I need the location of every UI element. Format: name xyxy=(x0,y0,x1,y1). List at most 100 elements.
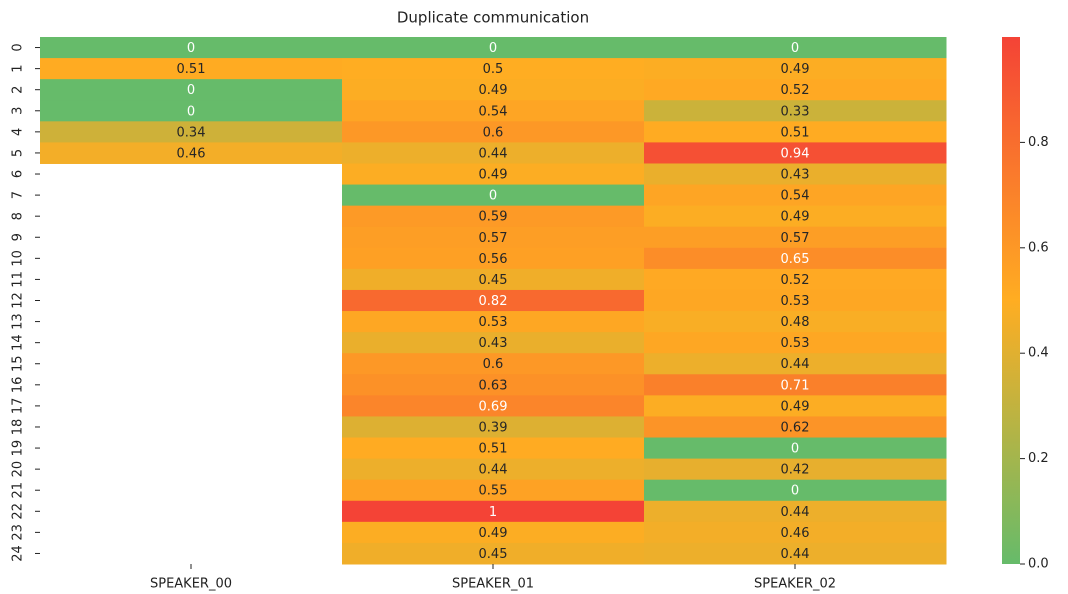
heatmap-cell xyxy=(644,58,947,80)
heatmap-cell xyxy=(342,205,645,228)
heatmap-cell xyxy=(342,521,645,544)
cell-label: 0.44 xyxy=(781,505,810,520)
cell-label: 0.59 xyxy=(479,210,508,225)
cell-label: 0.44 xyxy=(781,547,810,562)
heatmap-cell xyxy=(342,142,645,164)
cell-label: 0.51 xyxy=(781,125,810,140)
heatmap-cell xyxy=(644,142,947,164)
heatmap-cell xyxy=(342,184,645,207)
y-tick-label: 6 xyxy=(11,170,26,178)
heatmap-cell xyxy=(342,395,645,417)
cell-label: 0.6 xyxy=(483,357,504,372)
cell-label: 0.53 xyxy=(781,336,810,351)
y-tick-label: 23 xyxy=(11,524,26,541)
heatmap-cell xyxy=(342,458,645,481)
heatmap-cell xyxy=(644,100,947,122)
cell-label: 0.44 xyxy=(781,357,810,372)
y-tick-label: 5 xyxy=(11,149,26,157)
cell-label: 0.49 xyxy=(781,210,810,225)
cell-label: 0.46 xyxy=(781,526,810,541)
heatmap-cell xyxy=(342,79,645,101)
y-tick-label: 22 xyxy=(11,503,26,520)
y-tick-label: 19 xyxy=(11,440,26,457)
x-tick-label: SPEAKER_00 xyxy=(150,577,232,592)
cell-label: 0.45 xyxy=(479,547,508,562)
heatmap-cell xyxy=(342,374,645,396)
cell-label: 0.49 xyxy=(479,168,508,183)
heatmap-cell xyxy=(644,79,947,101)
heatmap-cell xyxy=(40,79,343,101)
y-tick-label: 16 xyxy=(11,377,26,394)
heatmap-cell xyxy=(644,205,947,228)
y-tick-label: 21 xyxy=(11,482,26,499)
cell-label: 0.33 xyxy=(781,104,810,119)
heatmap-cell xyxy=(644,268,947,291)
heatmap-cell xyxy=(342,542,645,565)
heatmap-cell xyxy=(644,37,947,59)
heatmap-cell xyxy=(644,458,947,481)
cell-label: 0.43 xyxy=(781,168,810,183)
colorbar-tick-label: 0.4 xyxy=(1028,346,1049,361)
y-tick-label: 2 xyxy=(11,86,26,94)
y-tick-label: 1 xyxy=(11,64,26,72)
cell-label: 0.57 xyxy=(479,231,508,246)
y-tick-label: 15 xyxy=(11,355,26,372)
cell-label: 0.45 xyxy=(479,273,508,288)
heatmap-cell xyxy=(342,311,645,333)
cell-label: 0.53 xyxy=(479,315,508,330)
heatmap-cell xyxy=(40,121,343,143)
cell-label: 0.62 xyxy=(781,420,810,435)
colorbar-tick-label: 0.6 xyxy=(1028,240,1049,255)
cell-label: 0.49 xyxy=(781,399,810,414)
heatmap-cell xyxy=(342,416,645,439)
heatmap-cell xyxy=(644,311,947,333)
y-tick-label: 8 xyxy=(11,212,26,220)
y-tick-label: 13 xyxy=(11,313,26,330)
colorbar xyxy=(1002,37,1020,564)
y-tick-label: 24 xyxy=(11,545,26,562)
y-tick-label: 3 xyxy=(11,107,26,115)
heatmap-cell xyxy=(644,163,947,186)
colorbar-tick-label: 0.0 xyxy=(1028,557,1049,572)
heatmap-cell xyxy=(342,58,645,80)
y-tick-label: 12 xyxy=(11,292,26,309)
cell-label: 0 xyxy=(489,41,497,56)
heatmap-cell xyxy=(644,395,947,417)
cell-label: 0.39 xyxy=(479,420,508,435)
y-tick-label: 18 xyxy=(11,419,26,436)
heatmap-cell xyxy=(644,437,947,460)
heatmap-cell xyxy=(342,289,645,312)
cell-label: 1 xyxy=(489,505,497,520)
heatmap-cell xyxy=(644,500,947,523)
cell-label: 0.56 xyxy=(479,252,508,267)
heatmap-cell xyxy=(644,184,947,207)
heatmap-cell xyxy=(342,437,645,460)
heatmap-cell xyxy=(40,142,343,164)
cell-label: 0.46 xyxy=(177,146,206,161)
y-tick-label: 10 xyxy=(11,250,26,267)
cell-label: 0 xyxy=(187,104,195,119)
cell-label: 0.69 xyxy=(479,399,508,414)
heatmap-cell xyxy=(342,500,645,523)
heatmap-cell xyxy=(342,121,645,143)
y-tick-label: 14 xyxy=(11,334,26,351)
x-tick-label: SPEAKER_01 xyxy=(452,577,534,592)
cell-label: 0.55 xyxy=(479,484,508,499)
cell-label: 0.43 xyxy=(479,336,508,351)
heatmap-cell xyxy=(342,479,645,502)
cell-label: 0 xyxy=(489,189,497,204)
cell-label: 0.42 xyxy=(781,463,810,478)
y-tick-label: 17 xyxy=(11,398,26,415)
cell-label: 0.44 xyxy=(479,463,508,478)
heatmap-cell xyxy=(644,247,947,270)
heatmap-cell xyxy=(40,58,343,80)
colorbar-tick-label: 0.2 xyxy=(1028,451,1049,466)
cell-label: 0 xyxy=(187,83,195,98)
heatmap-cell xyxy=(342,226,645,249)
cell-label: 0.53 xyxy=(781,294,810,309)
heatmap-cell xyxy=(342,353,645,375)
heatmap-cell xyxy=(342,268,645,291)
y-tick-label: 11 xyxy=(11,271,26,288)
y-tick-label: 7 xyxy=(11,191,26,199)
colorbar-tick-label: 0.8 xyxy=(1028,135,1049,150)
